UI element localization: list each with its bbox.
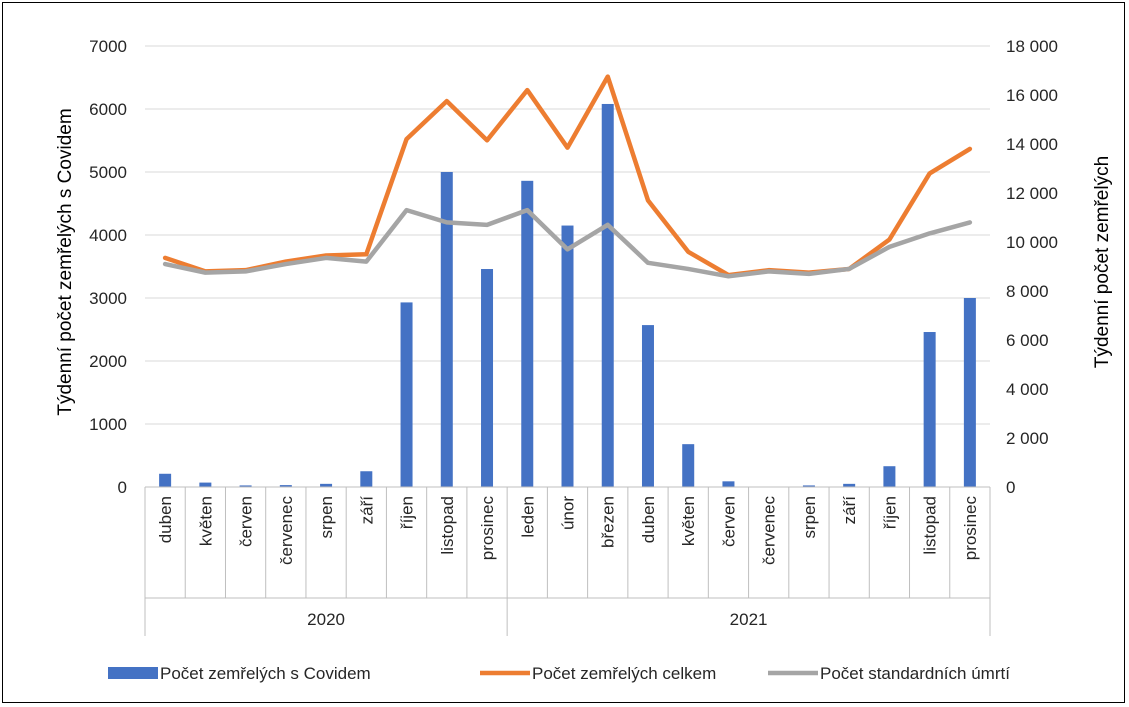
x-category-label: červenec xyxy=(277,496,296,565)
x-group-label: 2021 xyxy=(730,610,768,629)
y-right-tick-label: 0 xyxy=(1006,478,1015,497)
y-axis-left-title: Týdenní počet zemřelých s Covidem xyxy=(55,108,76,415)
x-category-label: září xyxy=(357,496,376,525)
bar-14 xyxy=(722,481,735,487)
bar-16 xyxy=(802,485,815,487)
y-left-tick-label: 5000 xyxy=(89,163,127,182)
x-category-label: prosinec xyxy=(961,496,980,561)
x-category-label: září xyxy=(840,496,859,525)
bar-4 xyxy=(320,483,333,487)
y-left-tick-label: 6000 xyxy=(89,100,127,119)
bar-8 xyxy=(481,269,494,487)
bar-19 xyxy=(923,332,936,487)
x-category-label: říjen xyxy=(880,496,899,529)
x-category-label: srpen xyxy=(800,496,819,539)
bar-2 xyxy=(239,485,252,487)
x-category-label: listopad xyxy=(438,496,457,555)
x-group-label: 2020 xyxy=(307,610,345,629)
series-line-1 xyxy=(162,207,973,279)
y-right-tick-label: 6 000 xyxy=(1006,331,1049,350)
bar-11 xyxy=(601,103,614,488)
y-right-tick-label: 18 000 xyxy=(1006,37,1058,56)
y-left-tick-label: 2000 xyxy=(89,352,127,371)
y-left-tick-label: 4000 xyxy=(89,226,127,245)
x-category-label: červen xyxy=(719,496,738,547)
y-left-tick-label: 0 xyxy=(118,478,127,497)
y-right-tick-label: 8 000 xyxy=(1006,282,1049,301)
x-category-label: květen xyxy=(679,496,698,546)
x-category-label: srpen xyxy=(317,496,336,539)
bar-10 xyxy=(561,225,574,488)
y-right-tick-label: 14 000 xyxy=(1006,135,1058,154)
y-left-tick-label: 7000 xyxy=(89,37,127,56)
legend-swatch-0 xyxy=(108,667,158,679)
bar-20 xyxy=(963,298,976,487)
bar-5 xyxy=(360,471,373,487)
x-category-label: červen xyxy=(237,496,256,547)
y-left-tick-label: 1000 xyxy=(89,415,127,434)
bar-18 xyxy=(883,466,896,487)
x-category-label: říjen xyxy=(398,496,417,529)
bar-6 xyxy=(400,302,413,487)
y-right-tick-label: 16 000 xyxy=(1006,86,1058,105)
x-category-label: prosinec xyxy=(478,496,497,561)
bar-9 xyxy=(521,180,534,487)
legend-label-0: Počet zemřelých s Covidem xyxy=(160,664,371,683)
x-category-label: leden xyxy=(518,496,537,538)
bar-12 xyxy=(641,325,654,487)
legend: Počet zemřelých s Covidem Počet zemřelých… xyxy=(108,664,1010,683)
y-axis-right-title: Týdenní počet zemřelých xyxy=(1092,156,1113,368)
x-category-label: duben xyxy=(639,496,658,543)
x-category-label: listopad xyxy=(921,496,940,555)
y-left-tick-label: 3000 xyxy=(89,289,127,308)
x-category-label: květen xyxy=(196,496,215,546)
y-right-tick-label: 4 000 xyxy=(1006,380,1049,399)
y-right-tick-label: 10 000 xyxy=(1006,233,1058,252)
bar-7 xyxy=(440,172,453,487)
bar-0 xyxy=(159,473,172,487)
legend-label-2: Počet standardních úmrtí xyxy=(820,664,1010,683)
x-category-label: červenec xyxy=(760,496,779,565)
legend-label-1: Počet zemřelých celkem xyxy=(532,664,716,683)
y-right-tick-label: 12 000 xyxy=(1006,184,1058,203)
x-category-label: únor xyxy=(559,496,578,530)
x-category-label: březen xyxy=(599,496,618,548)
bar-13 xyxy=(682,444,695,487)
bar-1 xyxy=(199,482,212,487)
x-category-label: duben xyxy=(156,496,175,543)
bar-3 xyxy=(279,485,292,487)
y-right-tick-label: 2 000 xyxy=(1006,429,1049,448)
bar-17 xyxy=(843,483,856,487)
